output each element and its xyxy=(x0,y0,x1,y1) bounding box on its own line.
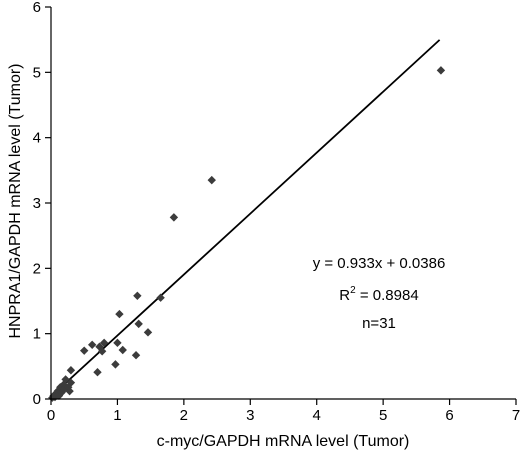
sample-size-label: n=31 xyxy=(362,315,396,332)
data-point xyxy=(61,375,70,384)
data-points xyxy=(48,66,446,402)
x-tick-label: 7 xyxy=(512,407,520,424)
x-tick-label: 2 xyxy=(180,407,188,424)
y-tick-label: 6 xyxy=(33,0,41,16)
data-point xyxy=(65,386,74,396)
y-tick-label: 2 xyxy=(33,260,41,277)
data-point xyxy=(207,175,216,185)
x-tick-label: 1 xyxy=(113,407,121,424)
x-tick-label: 0 xyxy=(47,407,55,424)
data-point xyxy=(80,346,89,355)
regression-equation: y = 0.933x + 0.0386 xyxy=(313,255,446,272)
regression-line xyxy=(50,39,441,398)
data-point xyxy=(143,328,153,337)
data-point xyxy=(131,351,141,360)
data-point xyxy=(97,347,107,356)
y-axis-title: HNPRA1/GAPDH mRNA level (Tumor) xyxy=(7,63,24,338)
y-tick-label: 0 xyxy=(33,391,41,408)
data-point xyxy=(156,293,165,302)
data-point xyxy=(134,319,143,329)
data-point xyxy=(436,66,446,75)
data-point xyxy=(169,213,179,222)
data-point xyxy=(113,338,122,348)
data-point xyxy=(118,345,127,355)
data-point xyxy=(133,291,142,300)
data-point xyxy=(115,309,124,319)
data-point xyxy=(87,340,97,349)
x-axis-title: c-myc/GAPDH mRNA level (Tumor) xyxy=(157,433,410,450)
x-tick-label: 6 xyxy=(445,407,453,424)
data-point xyxy=(66,366,76,375)
axes: 0 1 2 3 4 5 6 7 0 1 2 3 4 5 6 xyxy=(33,0,520,424)
data-point xyxy=(93,368,102,377)
fit-line-layer xyxy=(50,39,441,398)
y-tick-label: 4 xyxy=(33,130,41,147)
data-point xyxy=(111,360,120,369)
x-tick-label: 5 xyxy=(379,407,387,424)
x-tick-label: 3 xyxy=(246,407,254,424)
data-point xyxy=(99,338,109,348)
y-tick-label: 1 xyxy=(33,326,41,343)
data-point xyxy=(66,378,76,387)
y-tick-label: 3 xyxy=(33,195,41,212)
r-squared-label: R2 = 0.8984 xyxy=(339,285,418,304)
y-tick-label: 5 xyxy=(33,64,41,81)
x-tick-label: 4 xyxy=(313,407,321,424)
